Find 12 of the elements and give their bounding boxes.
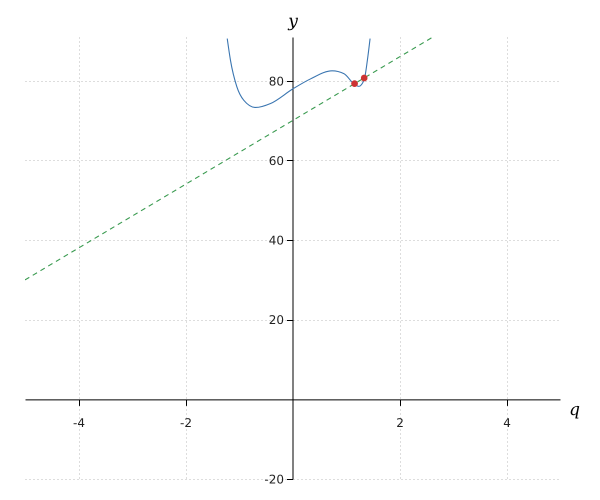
y-tick-label: 60 [268, 154, 284, 168]
x-tick-label: -2 [180, 416, 192, 430]
x-tick-label: 2 [396, 416, 404, 430]
y-tick-label: 80 [268, 74, 284, 88]
x-tick-label: 4 [503, 416, 511, 430]
x-axis-title: q [569, 400, 580, 420]
y-axis-title: y [287, 12, 298, 32]
y-tick-label: 20 [268, 313, 284, 328]
y-tick-label: -20 [264, 472, 284, 486]
x-tick-label: -4 [73, 416, 85, 430]
y-tick-label: 40 [268, 234, 284, 248]
line-series [226, 38, 371, 108]
